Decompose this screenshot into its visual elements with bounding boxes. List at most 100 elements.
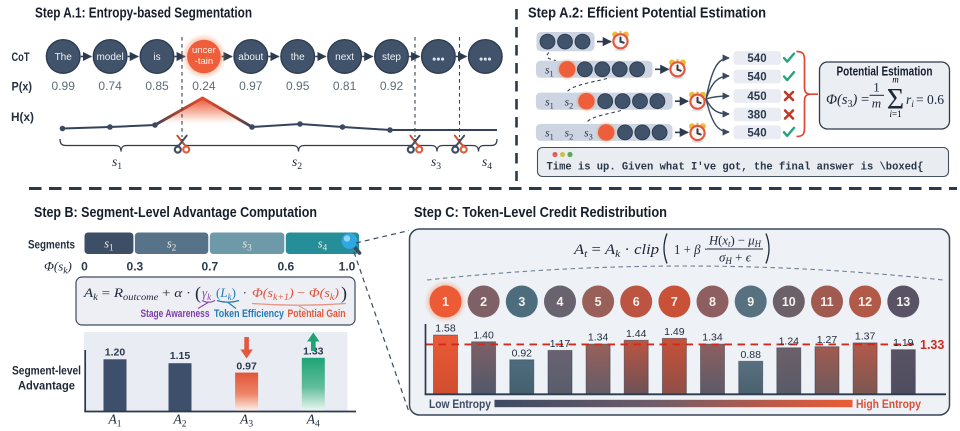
svg-text:(Lk): (Lk) (216, 285, 236, 302)
svg-text:uncer: uncer (192, 45, 216, 56)
svg-text:10: 10 (782, 295, 796, 309)
svg-text:1.24: 1.24 (779, 335, 800, 347)
svg-text:step: step (382, 52, 401, 63)
svg-text:At = Ak · clip: At = Ak · clip (573, 242, 659, 260)
svg-text:H(xt) − μH: H(xt) − μH (708, 233, 761, 250)
svg-text:Advantage: Advantage (18, 379, 75, 393)
svg-text:540: 540 (747, 128, 766, 140)
svg-text:Ak = Routcome + α ·: Ak = Routcome + α · (83, 285, 191, 302)
svg-text:s2: s2 (565, 96, 574, 110)
svg-text:1.34: 1.34 (702, 332, 723, 344)
svg-text:9: 9 (747, 295, 754, 309)
svg-text:Segments: Segments (28, 238, 75, 252)
svg-text:3: 3 (518, 295, 525, 309)
svg-text:Step A.2: Efficient Potential: Step A.2: Efficient Potential Estimation (528, 6, 766, 22)
svg-text:0.81: 0.81 (333, 79, 357, 93)
svg-text:450: 450 (747, 91, 766, 103)
svg-text:1.19: 1.19 (893, 337, 914, 349)
svg-text:13: 13 (896, 295, 910, 309)
svg-text:1.37: 1.37 (855, 330, 876, 342)
svg-text:Potential Gain: Potential Gain (288, 308, 346, 320)
svg-text:12: 12 (858, 295, 872, 309)
svg-text:The: The (55, 52, 73, 63)
svg-text:s1: s1 (112, 154, 122, 172)
svg-text:·: · (243, 285, 246, 300)
svg-text:Step B: Segment-Level Advantag: Step B: Segment-Level Advantage Computat… (34, 205, 317, 221)
svg-text:6: 6 (633, 295, 640, 309)
svg-text:the: the (291, 52, 305, 63)
svg-text:s1: s1 (545, 128, 554, 142)
svg-text:s2: s2 (167, 237, 176, 253)
svg-text:A3: A3 (239, 412, 253, 430)
svg-text:0.7: 0.7 (201, 260, 218, 274)
svg-text:0.92: 0.92 (512, 347, 533, 359)
svg-text:-tain: -tain (195, 56, 213, 67)
svg-text:11: 11 (820, 295, 833, 309)
svg-text:Stage Awareness: Stage Awareness (141, 308, 210, 320)
svg-text:Time is up. Given what I've go: Time is up. Given what I've got, the fin… (547, 162, 924, 174)
svg-text:Token Efficiency: Token Efficiency (214, 308, 285, 320)
svg-text:0.97: 0.97 (236, 361, 257, 373)
svg-text:s3: s3 (431, 154, 441, 172)
svg-text:1.0: 1.0 (339, 260, 356, 274)
svg-text:m: m (892, 75, 899, 85)
svg-text:is: is (153, 52, 160, 63)
svg-text:Low Entropy: Low Entropy (429, 399, 492, 411)
svg-text:γk: γk (202, 285, 212, 302)
svg-text:s1: s1 (104, 237, 113, 253)
svg-text:(: ( (195, 283, 201, 304)
svg-text:0: 0 (81, 260, 88, 274)
svg-text:1: 1 (442, 295, 449, 309)
svg-text:m: m (872, 96, 881, 111)
svg-text:0.92: 0.92 (380, 79, 404, 93)
svg-text:1.49: 1.49 (664, 326, 685, 338)
svg-text:0.95: 0.95 (286, 79, 310, 93)
svg-text:Σ: Σ (887, 83, 904, 116)
svg-text:A1: A1 (108, 412, 122, 430)
svg-text:CoT: CoT (12, 50, 31, 64)
svg-text:σH + ϵ: σH + ϵ (719, 250, 752, 267)
svg-text:4: 4 (557, 295, 564, 309)
svg-text:1.27: 1.27 (817, 334, 838, 346)
svg-text:s2: s2 (292, 154, 302, 172)
svg-text:1.15: 1.15 (170, 350, 191, 362)
svg-text:1.58: 1.58 (435, 323, 456, 335)
svg-text:s4: s4 (318, 237, 328, 253)
svg-text:1.34: 1.34 (588, 332, 609, 344)
svg-text:1 + β ·: 1 + β · (674, 243, 708, 258)
svg-text:i=1: i=1 (889, 109, 901, 119)
svg-text:1.17: 1.17 (550, 338, 571, 350)
svg-text:Segment-level: Segment-level (12, 364, 81, 378)
svg-text:1: 1 (873, 80, 880, 95)
svg-text:0.88: 0.88 (740, 349, 761, 361)
svg-text:P(x): P(x) (12, 80, 33, 94)
svg-text:A2: A2 (173, 412, 187, 430)
svg-text:H(x): H(x) (11, 110, 34, 124)
svg-text:0.74: 0.74 (98, 79, 122, 93)
svg-text:1.44: 1.44 (626, 328, 647, 340)
svg-text:380: 380 (747, 110, 766, 122)
svg-text:8: 8 (709, 295, 716, 309)
svg-text:Step C: Token-Level Credit Red: Step C: Token-Level Credit Redistributio… (414, 205, 667, 221)
svg-text:0.99: 0.99 (52, 79, 76, 93)
svg-text:next: next (335, 52, 354, 63)
svg-text:s3: s3 (584, 128, 593, 142)
svg-text:s1: s1 (545, 96, 554, 110)
svg-text:= 0.6: = 0.6 (916, 92, 944, 107)
svg-text:0.24: 0.24 (192, 79, 216, 93)
svg-text:model: model (96, 52, 123, 63)
svg-text:1.33: 1.33 (920, 338, 944, 352)
svg-text:540: 540 (747, 53, 766, 65)
svg-text:0.3: 0.3 (127, 260, 144, 274)
svg-text:1.20: 1.20 (105, 346, 126, 358)
svg-text:Step A.1: Entropy-based Segmen: Step A.1: Entropy-based Segmentation (35, 6, 252, 22)
svg-text:1.33: 1.33 (303, 346, 324, 358)
svg-text:High Entropy: High Entropy (856, 399, 922, 411)
svg-text:Φ(sk+1) − Φ(sk): Φ(s k+1) − Φ(s k) (252, 285, 339, 302)
svg-text:Φ(s3) =: Φ(s3) = (826, 92, 869, 110)
svg-text:7: 7 (671, 295, 678, 309)
svg-text:s4: s4 (482, 154, 492, 172)
svg-text:540: 540 (747, 72, 766, 84)
svg-text:0.97: 0.97 (239, 79, 263, 93)
svg-text:0.85: 0.85 (145, 79, 169, 93)
